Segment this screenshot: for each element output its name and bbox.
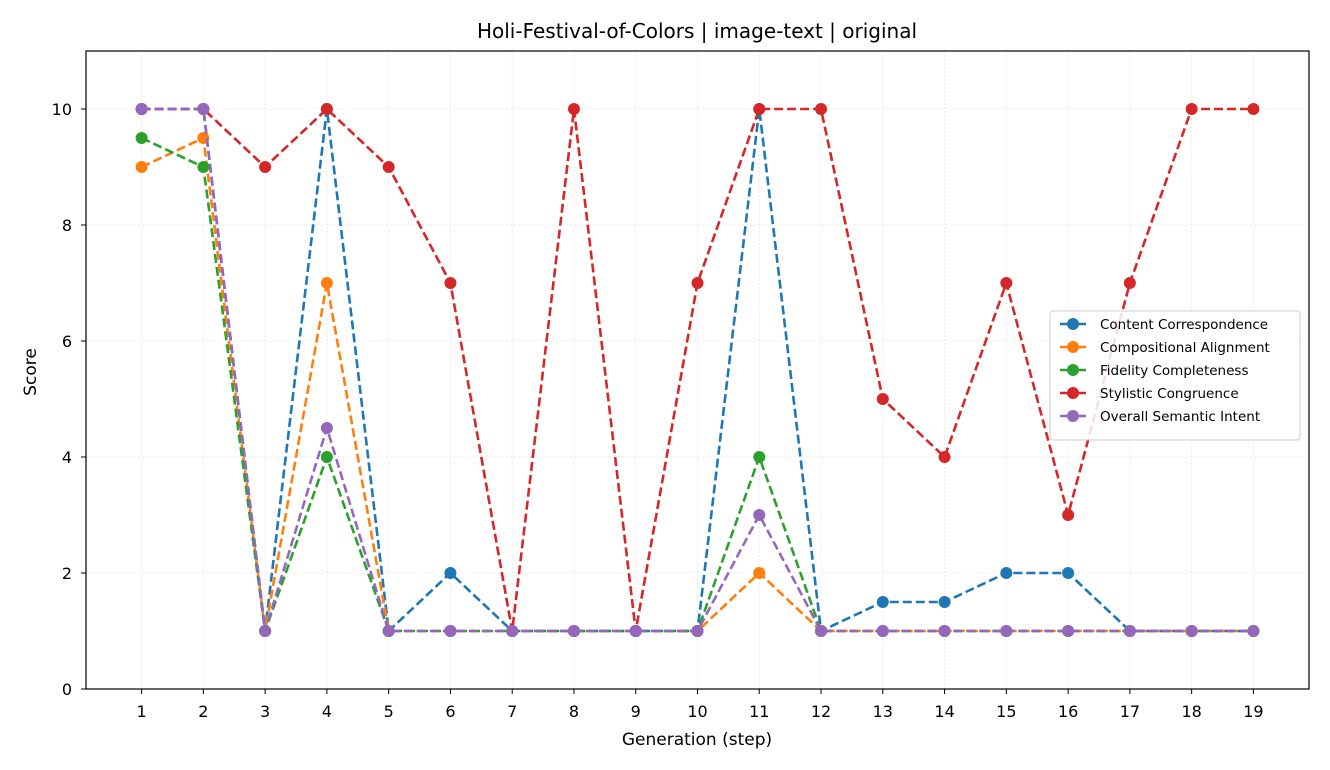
data-point bbox=[320, 277, 333, 289]
data-point bbox=[1062, 509, 1075, 521]
legend-marker bbox=[1067, 410, 1079, 422]
legend-label: Overall Semantic Intent bbox=[1100, 409, 1260, 425]
y-tick-label: 8 bbox=[62, 216, 72, 235]
data-point bbox=[506, 625, 519, 637]
data-point bbox=[444, 625, 457, 637]
chart-title: Holi-Festival-of-Colors | image-text | o… bbox=[477, 19, 917, 43]
x-axis: 1 2 3 4 5 6 7 8 9 10 11 12 13 14 15 16 17 18 19 bbox=[136, 689, 1264, 721]
legend-label: Fidelity Completeness bbox=[1100, 363, 1248, 379]
x-tick-label: 5 bbox=[384, 702, 394, 721]
x-tick-label: 14 bbox=[934, 702, 954, 721]
x-tick-label: 19 bbox=[1243, 702, 1263, 721]
data-point bbox=[1000, 277, 1013, 289]
x-tick-label: 15 bbox=[996, 702, 1016, 721]
x-axis-label: Generation (step) bbox=[622, 730, 772, 750]
y-axis: 0 2 4 6 8 10 bbox=[52, 100, 86, 699]
data-point bbox=[753, 509, 766, 521]
data-point bbox=[320, 422, 333, 434]
data-point bbox=[876, 625, 889, 637]
legend-item: Content Correspondence bbox=[1060, 317, 1268, 333]
data-point bbox=[1000, 625, 1013, 637]
legend-marker bbox=[1067, 318, 1079, 330]
data-point bbox=[1123, 625, 1136, 637]
legend-marker bbox=[1067, 387, 1079, 399]
x-tick-label: 7 bbox=[507, 702, 517, 721]
data-point bbox=[567, 625, 580, 637]
legend-label: Content Correspondence bbox=[1100, 317, 1268, 333]
legend: Content Correspondence Compositional Alig… bbox=[1049, 310, 1301, 441]
y-axis-label: Score bbox=[21, 348, 41, 396]
x-tick-label: 8 bbox=[569, 702, 579, 721]
data-point bbox=[320, 451, 333, 463]
legend-marker bbox=[1067, 364, 1079, 376]
data-point bbox=[1000, 567, 1013, 579]
data-point bbox=[135, 161, 148, 173]
legend-item: Fidelity Completeness bbox=[1060, 363, 1248, 379]
x-tick-label: 6 bbox=[445, 702, 455, 721]
data-point bbox=[629, 625, 642, 637]
legend-box bbox=[1049, 310, 1301, 441]
data-point bbox=[444, 567, 457, 579]
series-layer bbox=[135, 103, 1260, 637]
legend-item: Stylistic Congruence bbox=[1060, 386, 1239, 402]
data-point bbox=[753, 567, 766, 579]
data-point bbox=[259, 625, 272, 637]
data-point bbox=[320, 103, 333, 115]
data-point bbox=[1062, 567, 1075, 579]
data-point bbox=[938, 625, 951, 637]
data-point bbox=[1247, 103, 1260, 115]
data-point bbox=[382, 161, 395, 173]
x-tick-label: 3 bbox=[260, 702, 270, 721]
y-tick-label: 4 bbox=[62, 448, 72, 467]
data-point bbox=[1247, 625, 1260, 637]
legend-label: Stylistic Congruence bbox=[1100, 386, 1239, 402]
data-point bbox=[1185, 625, 1198, 637]
data-point bbox=[815, 103, 828, 115]
data-point bbox=[1123, 277, 1136, 289]
x-tick-label: 11 bbox=[749, 702, 769, 721]
data-point bbox=[1062, 625, 1075, 637]
data-point bbox=[444, 277, 457, 289]
data-point bbox=[876, 393, 889, 405]
legend-item: Overall Semantic Intent bbox=[1060, 409, 1260, 425]
x-tick-label: 4 bbox=[322, 702, 332, 721]
series-5 bbox=[135, 103, 1260, 637]
data-point bbox=[938, 596, 951, 608]
x-tick-label: 9 bbox=[631, 702, 641, 721]
x-tick-label: 10 bbox=[687, 702, 707, 721]
data-point bbox=[567, 103, 580, 115]
x-tick-label: 2 bbox=[198, 702, 208, 721]
y-tick-label: 6 bbox=[62, 332, 72, 351]
data-point bbox=[691, 277, 704, 289]
data-point bbox=[259, 161, 272, 173]
y-tick-label: 0 bbox=[62, 680, 72, 699]
data-point bbox=[753, 451, 766, 463]
x-tick-label: 12 bbox=[811, 702, 831, 721]
x-tick-label: 1 bbox=[136, 702, 146, 721]
y-tick-label: 2 bbox=[62, 564, 72, 583]
data-point bbox=[876, 596, 889, 608]
y-tick-label: 10 bbox=[52, 100, 72, 119]
x-tick-label: 16 bbox=[1058, 702, 1078, 721]
data-point bbox=[197, 161, 210, 173]
data-point bbox=[815, 625, 828, 637]
data-point bbox=[382, 625, 395, 637]
legend-label: Compositional Alignment bbox=[1100, 340, 1270, 356]
x-tick-label: 17 bbox=[1120, 702, 1140, 721]
data-point bbox=[1185, 103, 1198, 115]
data-point bbox=[135, 132, 148, 144]
data-point bbox=[938, 451, 951, 463]
legend-marker bbox=[1067, 341, 1079, 353]
x-tick-label: 13 bbox=[873, 702, 893, 721]
legend-item: Compositional Alignment bbox=[1060, 340, 1270, 356]
data-point bbox=[197, 103, 210, 115]
data-point bbox=[753, 103, 766, 115]
x-tick-label: 18 bbox=[1181, 702, 1201, 721]
data-point bbox=[691, 625, 704, 637]
data-point bbox=[135, 103, 148, 115]
